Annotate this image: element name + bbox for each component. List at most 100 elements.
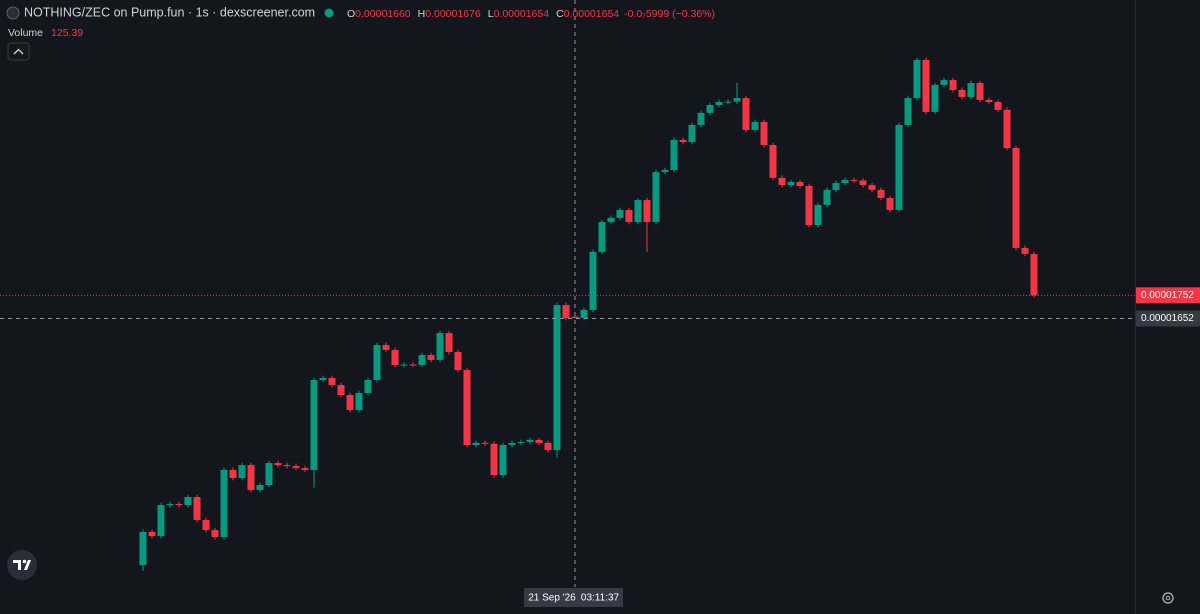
candle-body xyxy=(508,442,516,445)
settings-button[interactable] xyxy=(1162,592,1174,604)
candle-body xyxy=(175,503,183,506)
candle-body xyxy=(922,59,930,112)
overlay xyxy=(0,0,1135,587)
legend-value: 0.00001654 xyxy=(494,8,550,20)
candle-body xyxy=(652,172,660,223)
candle-body xyxy=(787,182,795,186)
candle-body xyxy=(382,345,390,350)
candle-body xyxy=(571,316,579,319)
candle-body xyxy=(139,531,147,566)
candle-body xyxy=(679,139,687,143)
candle-body xyxy=(931,84,939,112)
candle-body xyxy=(634,200,642,223)
candle-body xyxy=(211,530,219,538)
candle-body xyxy=(373,345,381,381)
candle-body xyxy=(643,200,651,223)
candle-body xyxy=(742,98,750,130)
crosshair-date: 21 Sep '26 xyxy=(528,593,576,604)
collapse-button-box[interactable] xyxy=(7,42,30,61)
candle-body xyxy=(1021,247,1029,254)
token-icon xyxy=(6,6,20,20)
ohlc-legend: O0.00001660 H0.00001676 L0.00001654 C0.0000… xyxy=(347,8,715,20)
candle-body xyxy=(805,185,813,226)
candle-body xyxy=(400,364,408,366)
candle-body xyxy=(661,169,669,173)
candle-body xyxy=(346,395,354,411)
candle-body xyxy=(355,392,363,411)
settings-gear-center xyxy=(1165,595,1171,601)
candle-body xyxy=(391,349,399,365)
collapse-icon xyxy=(13,48,24,55)
legend-change: -0.0₇5999 (−0.36%) xyxy=(624,8,715,20)
candle-body xyxy=(958,89,966,97)
candle-body xyxy=(481,442,489,444)
logo-dot xyxy=(22,559,27,564)
candle-body xyxy=(274,463,282,466)
candle-body xyxy=(427,355,435,360)
candle-body xyxy=(193,497,201,520)
legend-key: O xyxy=(347,8,355,20)
candle-body xyxy=(868,185,876,190)
chart-title: NOTHING/ZEC on Pump.fun · 1s · dexscreen… xyxy=(24,5,315,19)
axes: 0.00001752 0.00001652 21 Sep '26 03:11:37 xyxy=(524,287,1200,607)
candle-body xyxy=(202,519,210,531)
candle-body xyxy=(886,197,894,211)
candle-body xyxy=(337,385,345,396)
candle-body xyxy=(607,217,615,223)
collapse-button[interactable] xyxy=(7,42,30,61)
candle-body xyxy=(706,105,714,113)
candle-body xyxy=(724,101,732,103)
candle-body xyxy=(994,101,1002,110)
candle-body xyxy=(562,305,570,319)
candle-body xyxy=(832,182,840,190)
legend-key: C xyxy=(556,8,564,20)
candle-body xyxy=(229,469,237,479)
candle-body xyxy=(778,177,786,186)
candle-body xyxy=(688,124,696,143)
candle-body xyxy=(904,98,912,125)
candle-body xyxy=(310,380,318,470)
candle-body xyxy=(616,210,624,218)
status-dot xyxy=(324,8,334,18)
candle-body xyxy=(301,468,309,470)
logo-mark xyxy=(13,560,31,570)
candle-body xyxy=(535,439,543,443)
candle-body xyxy=(436,333,444,360)
legend-value: 0.00001660 xyxy=(355,8,411,20)
candle-body xyxy=(157,505,165,537)
candle-body xyxy=(328,377,336,386)
candle-body xyxy=(319,377,327,381)
last-price-label: 0.00001752 xyxy=(1141,290,1194,301)
candle-body xyxy=(409,364,417,366)
settings-gear[interactable] xyxy=(1162,592,1174,604)
candle-body xyxy=(850,179,858,181)
candle-body xyxy=(760,121,768,146)
candle-body xyxy=(1030,253,1038,296)
candle-body xyxy=(733,98,741,102)
candle-body xyxy=(463,370,471,445)
candle-body xyxy=(895,124,903,211)
candle-body xyxy=(985,99,993,102)
candle-body xyxy=(841,179,849,183)
tradingview-logo[interactable] xyxy=(7,550,37,580)
candle-body xyxy=(1012,148,1020,248)
legend-value: 0.00001654 xyxy=(564,8,620,20)
crosshair-time-box xyxy=(524,588,623,607)
volume-label: Volume xyxy=(8,27,43,39)
candle-body xyxy=(877,189,885,198)
crosshair-time: 03:11:37 xyxy=(581,593,620,604)
candle-body xyxy=(499,444,507,476)
candle-body xyxy=(238,465,246,479)
candle-body xyxy=(625,210,633,223)
candle-body xyxy=(544,442,552,451)
candle-body xyxy=(769,145,777,178)
volume-legend: Volume 125.39 xyxy=(8,27,83,39)
logo-circle[interactable] xyxy=(7,550,37,580)
last-price-box xyxy=(1136,287,1200,304)
candle-body xyxy=(292,466,300,469)
candle-body xyxy=(715,101,723,106)
crosshair-price-label: 0.00001652 xyxy=(1141,313,1194,324)
candle-body xyxy=(823,189,831,205)
